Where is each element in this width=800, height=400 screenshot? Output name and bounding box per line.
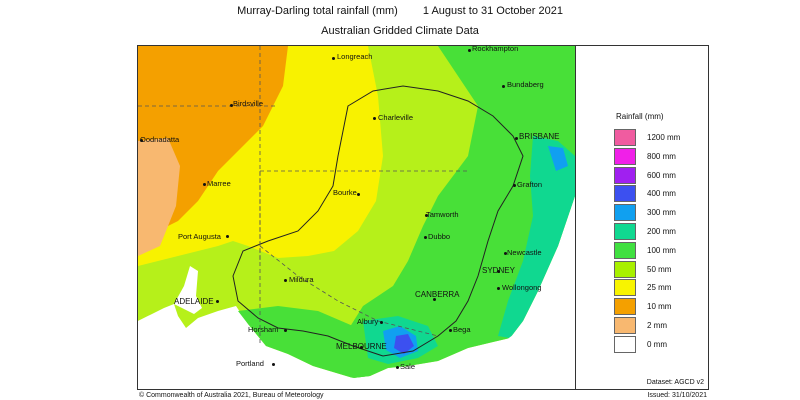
place-label-marree: Marree [207, 179, 231, 188]
date-range: 1 August to 31 October 2021 [422, 5, 563, 17]
legend-swatch [614, 279, 636, 297]
legend-label: 800 mm [647, 151, 676, 161]
map-title: Murray-Darling total rainfall (mm) 1 Aug… [0, 5, 800, 17]
legend-label: 50 mm [647, 264, 672, 274]
place-dot [272, 363, 275, 366]
place-label-tamworth: Tamworth [426, 210, 459, 219]
legend-swatch [614, 317, 636, 334]
place-label-birdsville: Birdsville [233, 99, 264, 108]
dataset-label: Dataset: AGCD v2 [646, 379, 704, 386]
legend-swatch [614, 298, 636, 316]
place-dot [497, 270, 500, 273]
legend-label: 600 mm [647, 170, 676, 180]
place-label-rockhampton: Rockhampton [472, 44, 519, 53]
title-text: Murray-Darling total rainfall (mm) [237, 5, 398, 17]
place-label-mildura: Mildura [289, 275, 314, 284]
place-dot [332, 57, 335, 60]
place-dot [396, 366, 399, 369]
place-dot [284, 279, 287, 282]
place-label-longreach: Longreach [337, 52, 373, 61]
legend-swatch [614, 204, 636, 222]
place-dot [216, 300, 219, 303]
place-dot [449, 329, 452, 332]
legend-label: 400 mm [647, 189, 676, 199]
legend-label: 0 mm [647, 339, 667, 349]
legend-title: Rainfall (mm) [616, 112, 664, 121]
place-label-portland: Portland [236, 359, 264, 368]
legend-label: 2 mm [647, 321, 667, 330]
place-label-bega: Bega [453, 325, 471, 334]
place-dot [140, 139, 143, 142]
issued-date: Issued: 31/10/2021 [647, 392, 707, 399]
place-label-grafton: Grafton [517, 180, 543, 189]
place-label-albury: Albury [357, 317, 379, 326]
place-dot [360, 346, 363, 349]
place-dot [226, 235, 229, 238]
legend-swatch [614, 129, 636, 146]
legend-divider [575, 46, 576, 389]
place-dot [502, 85, 505, 88]
place-dot [373, 117, 376, 120]
legend-swatch [614, 335, 636, 353]
place-dot [425, 214, 428, 217]
place-dot [357, 193, 360, 196]
legend-swatch [614, 147, 636, 165]
place-label-canberra: CANBERRA [415, 290, 460, 299]
copyright-notice: © Commonwealth of Australia 2021, Bureau… [139, 392, 324, 399]
place-dot [203, 183, 206, 186]
place-label-bundaberg: Bundaberg [507, 80, 544, 89]
legend-label: 25 mm [647, 283, 672, 293]
place-label-wollongong: Wollongong [502, 283, 542, 292]
place-label-oodnadatta: Oodnadatta [140, 135, 180, 144]
place-label-dubbo: Dubbo [428, 232, 451, 241]
map-subtitle: Australian Gridded Climate Data [321, 25, 479, 37]
legend-swatch [614, 241, 636, 259]
place-dot [433, 298, 436, 301]
place-label-horsham: Horsham [248, 325, 279, 334]
place-dot [504, 252, 507, 255]
place-dot [497, 287, 500, 290]
place-dot [284, 329, 287, 332]
rainfall-map-svg [138, 46, 575, 389]
place-label-newcastle: Newcastle [507, 248, 542, 257]
rainfall-map [138, 46, 575, 389]
place-dot [468, 49, 471, 52]
legend-label: 1200 mm [647, 133, 681, 142]
legend-swatch [614, 185, 636, 203]
legend-swatch [614, 260, 636, 278]
place-label-sydney: SYDNEY [482, 266, 515, 275]
legend-label: 200 mm [647, 227, 676, 236]
place-label-sale: Sale [400, 362, 416, 371]
place-label-brisbane: BRISBANE [519, 132, 560, 141]
place-dot [380, 321, 383, 324]
legend-swatch [614, 166, 636, 184]
place-label-port-augusta: Port Augusta [178, 232, 221, 241]
place-label-adelaide: ADELAIDE [174, 297, 214, 306]
place-dot [513, 184, 516, 187]
place-label-melbourne: MELBOURNE [336, 342, 387, 351]
place-label-bourke: Bourke [333, 188, 357, 197]
legend-label: 300 mm [647, 208, 676, 218]
place-dot [424, 236, 427, 239]
map-frame [137, 45, 709, 390]
place-label-charleville: Charleville [378, 113, 414, 122]
legend-swatch [614, 223, 636, 240]
place-dot [515, 137, 518, 140]
legend-label: 100 mm [647, 245, 676, 255]
legend-label: 10 mm [647, 302, 672, 312]
place-dot [230, 104, 233, 107]
